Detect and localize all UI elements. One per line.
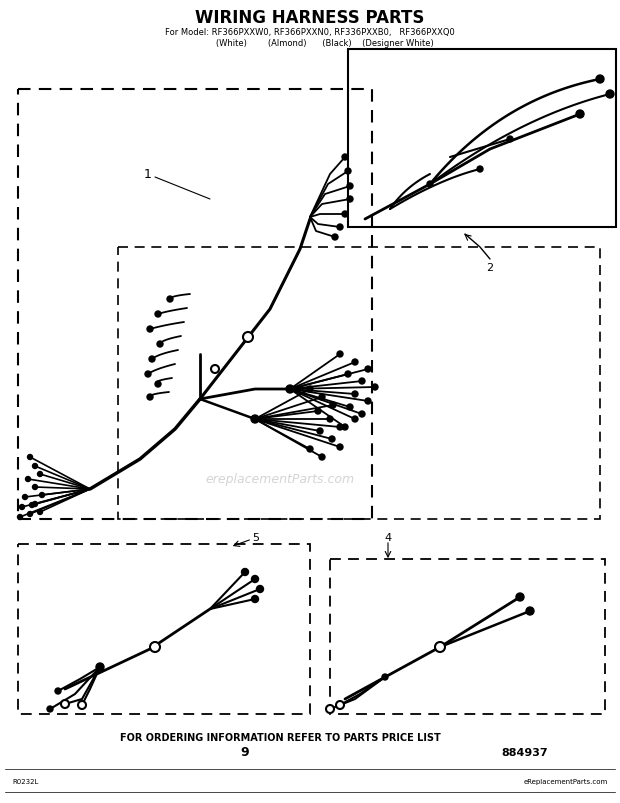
- Circle shape: [61, 700, 69, 708]
- Circle shape: [347, 197, 353, 202]
- Circle shape: [596, 76, 604, 84]
- Circle shape: [330, 402, 336, 409]
- Bar: [348, 50, 616, 228]
- Circle shape: [326, 705, 334, 713]
- Text: eReplacementParts.com: eReplacementParts.com: [524, 778, 608, 784]
- Circle shape: [19, 505, 25, 510]
- Circle shape: [606, 91, 614, 99]
- Circle shape: [37, 510, 43, 515]
- Circle shape: [332, 234, 338, 241]
- Circle shape: [327, 417, 333, 422]
- Circle shape: [337, 352, 343, 357]
- Circle shape: [155, 312, 161, 318]
- Bar: [330, 560, 605, 714]
- Circle shape: [252, 596, 259, 603]
- Circle shape: [352, 417, 358, 422]
- Text: ereplacementParts.com: ereplacementParts.com: [205, 473, 355, 486]
- Circle shape: [150, 642, 160, 652]
- Text: 884937: 884937: [502, 747, 548, 757]
- Circle shape: [157, 341, 163, 348]
- Circle shape: [78, 701, 86, 709]
- Text: 4: 4: [384, 532, 392, 542]
- Circle shape: [307, 386, 313, 393]
- Text: For Model: RF366PXXW0, RF366PXXN0, RF336PXXB0,   RF366PXXQ0: For Model: RF366PXXW0, RF366PXXN0, RF336…: [165, 27, 455, 36]
- Circle shape: [342, 212, 348, 218]
- Circle shape: [576, 111, 584, 119]
- Circle shape: [257, 585, 264, 593]
- Circle shape: [252, 576, 259, 583]
- Circle shape: [155, 381, 161, 388]
- Circle shape: [319, 454, 325, 460]
- Circle shape: [345, 169, 351, 175]
- Circle shape: [337, 425, 343, 430]
- Text: WIRING HARNESS PARTS: WIRING HARNESS PARTS: [195, 9, 425, 27]
- Text: (White)        (Almond)      (Black)    (Designer White): (White) (Almond) (Black) (Designer White…: [187, 39, 433, 47]
- Circle shape: [286, 385, 294, 393]
- Circle shape: [27, 512, 32, 517]
- Circle shape: [337, 444, 343, 450]
- Circle shape: [149, 357, 155, 362]
- Circle shape: [22, 495, 27, 500]
- Circle shape: [477, 167, 483, 173]
- Circle shape: [147, 327, 153, 332]
- Circle shape: [55, 688, 61, 694]
- Text: FOR ORDERING INFORMATION REFER TO PARTS PRICE LIST: FOR ORDERING INFORMATION REFER TO PARTS …: [120, 732, 440, 742]
- Circle shape: [319, 394, 325, 401]
- Text: 5: 5: [252, 532, 260, 542]
- Circle shape: [365, 398, 371, 405]
- Circle shape: [342, 155, 348, 161]
- Circle shape: [167, 296, 173, 303]
- Bar: [18, 544, 310, 714]
- Circle shape: [345, 372, 351, 377]
- Circle shape: [40, 493, 45, 498]
- Circle shape: [382, 675, 388, 680]
- Circle shape: [32, 502, 37, 507]
- Text: 2: 2: [487, 263, 494, 273]
- Circle shape: [526, 607, 534, 615]
- Circle shape: [32, 485, 37, 490]
- Circle shape: [347, 405, 353, 410]
- Circle shape: [147, 394, 153, 401]
- Circle shape: [242, 569, 249, 576]
- Circle shape: [251, 415, 259, 423]
- Text: 1: 1: [144, 169, 152, 181]
- Circle shape: [211, 365, 219, 373]
- Circle shape: [337, 225, 343, 230]
- Circle shape: [329, 437, 335, 442]
- Bar: [18, 90, 372, 520]
- Text: R0232L: R0232L: [12, 778, 38, 784]
- Circle shape: [25, 477, 30, 482]
- Circle shape: [17, 515, 22, 520]
- Circle shape: [352, 360, 358, 365]
- Circle shape: [507, 137, 513, 143]
- Circle shape: [243, 332, 253, 343]
- Text: 9: 9: [241, 745, 249, 759]
- Circle shape: [317, 429, 323, 434]
- Circle shape: [359, 411, 365, 418]
- Circle shape: [315, 409, 321, 414]
- Circle shape: [32, 464, 37, 469]
- Circle shape: [372, 385, 378, 390]
- Circle shape: [27, 455, 32, 460]
- Circle shape: [342, 425, 348, 430]
- Circle shape: [96, 663, 104, 671]
- Circle shape: [516, 593, 524, 601]
- Circle shape: [30, 503, 35, 507]
- Circle shape: [145, 372, 151, 377]
- Circle shape: [307, 446, 313, 452]
- Circle shape: [347, 184, 353, 190]
- Circle shape: [435, 642, 445, 652]
- Circle shape: [359, 378, 365, 385]
- Bar: [118, 247, 600, 520]
- Circle shape: [352, 392, 358, 397]
- Circle shape: [37, 472, 43, 477]
- Circle shape: [47, 706, 53, 712]
- Circle shape: [336, 701, 344, 709]
- Circle shape: [427, 181, 433, 188]
- Circle shape: [365, 366, 371, 373]
